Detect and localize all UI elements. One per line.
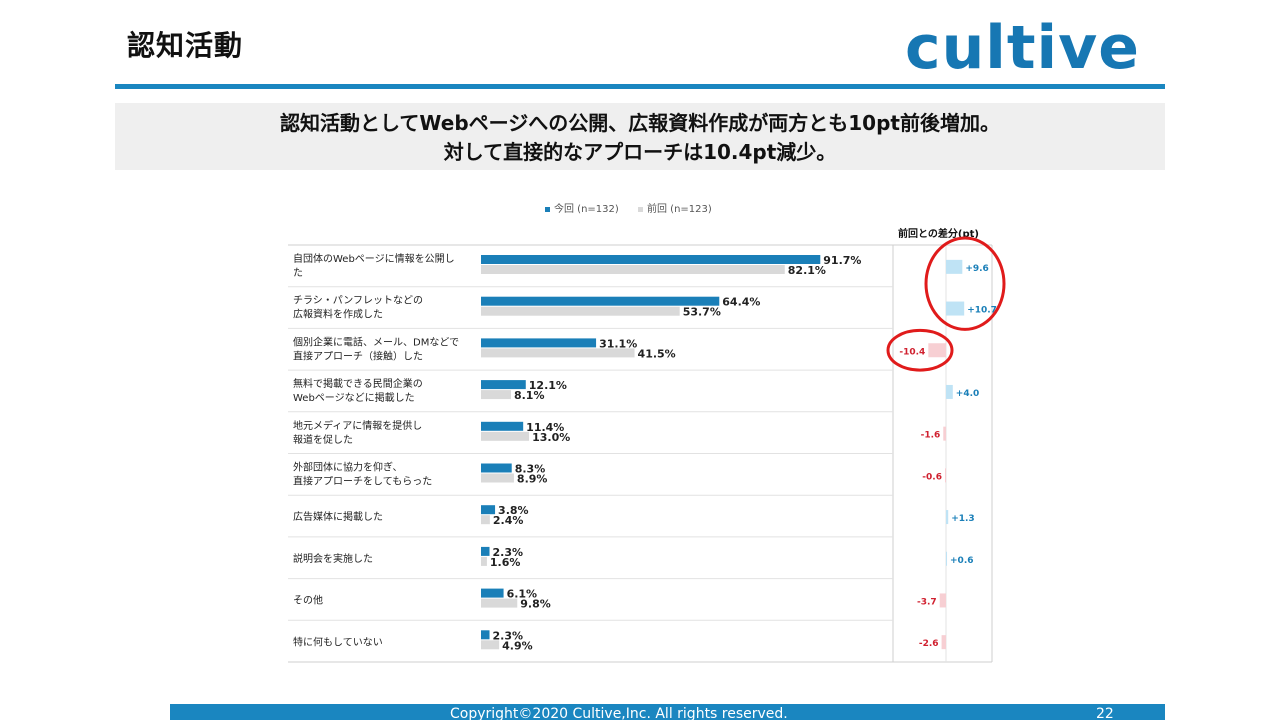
value-label-current: 64.4%	[722, 296, 760, 309]
bar-previous	[481, 556, 487, 566]
diff-label: -10.4	[899, 347, 925, 357]
summary-line-2: 対して直接的なアプローチは10.4pt減少。	[443, 140, 837, 164]
diff-label: -1.6	[921, 431, 941, 441]
page-title: 認知活動	[127, 29, 244, 62]
cultive-logo: cultive	[905, 13, 1140, 83]
title-divider	[115, 84, 1165, 89]
bar-previous	[481, 306, 680, 316]
value-label-previous: 53.7%	[683, 306, 721, 319]
value-label-current: 2.3%	[493, 546, 524, 559]
category-label: 無料で掲載できる民間企業の	[293, 377, 423, 390]
category-label: 説明会を実施した	[293, 552, 373, 565]
category-label: 直接アプローチをしてもらった	[293, 475, 432, 488]
category-label: た	[293, 267, 303, 279]
category-label: チラシ・パンフレットなどの	[293, 295, 423, 307]
diff-bar-positive	[946, 301, 965, 316]
bar-current	[481, 255, 821, 264]
value-label-previous: 13.0%	[532, 431, 570, 444]
bar-current	[481, 380, 526, 390]
diff-bar-positive	[946, 259, 963, 274]
category-label: 報道を促した	[293, 433, 353, 446]
bar-previous	[481, 265, 785, 274]
category-label: 特に何もしていない	[293, 635, 383, 648]
summary-line-1: 認知活動としてWebページへの公開、広報資料作成が両方とも10pt前後増加。	[280, 111, 1000, 135]
value-label-previous: 4.9%	[502, 639, 533, 652]
bar-previous	[481, 348, 635, 358]
bar-current	[481, 338, 597, 348]
bar-current	[481, 630, 490, 640]
highlight-circle-increase	[924, 236, 1006, 331]
category-label: 広報資料を作成した	[293, 308, 383, 321]
value-label-current: 2.3%	[493, 629, 524, 642]
value-label-previous: 82.1%	[788, 264, 826, 277]
bar-previous	[481, 473, 514, 483]
diff-label: +10.7	[967, 306, 997, 316]
diff-column-title: 前回との差分(pt)	[898, 227, 979, 240]
category-label: Webページなどに掲載した	[293, 392, 415, 404]
page-number: 22	[1096, 706, 1114, 722]
bar-previous	[481, 515, 490, 525]
footer-bar: Copyright©2020 Cultive,Inc. All rights r…	[170, 704, 1165, 722]
diff-bar-positive	[946, 510, 949, 525]
category-label: 地元メディアに情報を提供し	[293, 419, 422, 432]
value-label-previous: 8.9%	[517, 473, 548, 486]
diff-bar-negative	[944, 468, 946, 483]
value-label-current: 3.8%	[498, 504, 529, 517]
category-label: 広告媒体に掲載した	[293, 510, 383, 523]
value-label-current: 31.1%	[599, 337, 637, 350]
diff-label: -2.6	[919, 639, 939, 649]
diff-label: +0.6	[950, 556, 973, 566]
value-label-previous: 41.5%	[638, 347, 676, 360]
diff-label: +4.0	[956, 389, 979, 399]
diff-label: -0.6	[922, 472, 942, 482]
category-label: 外部団体に協力を仰ぎ、	[293, 461, 403, 474]
legend-label: 今回 (n=132)	[554, 202, 619, 215]
bar-current	[481, 505, 496, 515]
bar-previous	[481, 598, 518, 608]
value-label-current: 6.1%	[507, 588, 538, 601]
category-label: 自団体のWebページに情報を公開し	[293, 252, 455, 265]
category-label: 直接アプローチ（接触）した	[293, 349, 423, 362]
diff-label: +1.3	[951, 514, 974, 524]
highlight-circle-decrease	[886, 328, 954, 372]
diff-bar-negative	[939, 593, 946, 608]
bar-previous	[481, 390, 511, 400]
value-label-previous: 8.1%	[514, 389, 545, 402]
bar-current	[481, 296, 720, 306]
value-label-previous: 9.8%	[520, 598, 551, 611]
bar-current	[481, 588, 504, 598]
category-label: 個別企業に電話、メール、DMなどで	[293, 335, 459, 348]
diff-bar-positive	[946, 551, 948, 566]
value-label-previous: 1.6%	[490, 556, 521, 569]
legend-swatch	[638, 207, 643, 212]
summary-box: 認知活動としてWebページへの公開、広報資料作成が両方とも10pt前後増加。 対…	[115, 103, 1165, 170]
diff-label: +9.6	[965, 264, 988, 274]
legend-swatch	[545, 207, 550, 212]
value-label-current: 11.4%	[526, 421, 564, 434]
value-label-current: 12.1%	[529, 379, 567, 392]
legend-label: 前回 (n=123)	[647, 202, 712, 215]
diff-label: -3.7	[917, 597, 937, 607]
bar-current	[481, 546, 490, 556]
value-label-current: 91.7%	[823, 254, 861, 267]
bar-current	[481, 421, 524, 431]
diff-bar-negative	[941, 635, 946, 650]
value-label-previous: 2.4%	[493, 514, 524, 527]
bar-previous	[481, 640, 500, 650]
copyright-text: Copyright©2020 Cultive,Inc. All rights r…	[450, 706, 788, 722]
category-label: その他	[293, 594, 323, 607]
diff-bar-negative	[943, 426, 946, 441]
bar-current	[481, 463, 512, 473]
value-label-current: 8.3%	[515, 463, 546, 476]
diff-bar-negative	[928, 343, 946, 358]
diff-bar-positive	[946, 384, 953, 399]
bar-previous	[481, 431, 530, 441]
